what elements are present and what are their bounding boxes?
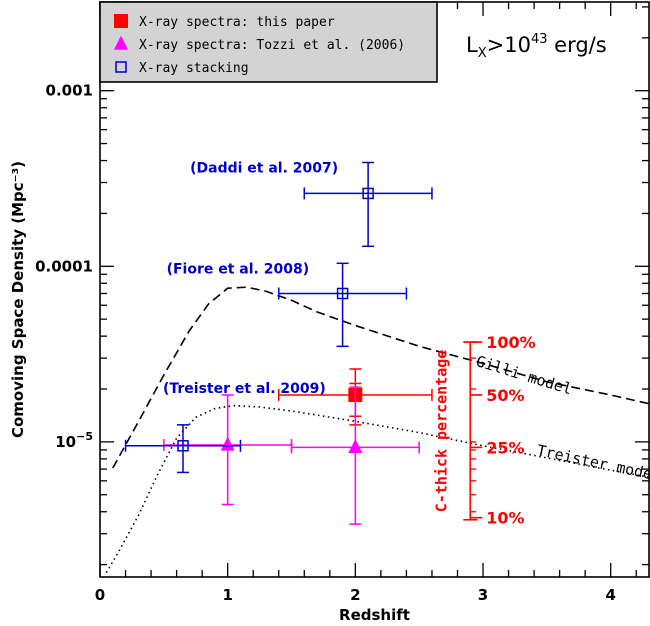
model-curve-gilli	[112, 286, 650, 469]
data-point: (Daddi et al. 2007)	[190, 160, 433, 248]
cthick-tick-label: 100%	[486, 333, 535, 352]
luminosity-rest: erg/s	[547, 33, 606, 57]
axes: 0 1 2 3 4 Redshift 0.001 0.0001 10−5 Comoving Spa…	[9, 1, 650, 624]
point-marker	[336, 287, 349, 300]
x-tick-label: 2	[350, 586, 360, 604]
cthick-tick-label: 25%	[486, 438, 524, 457]
model-curve-treister	[105, 404, 650, 574]
luminosity-label: LX>1043 erg/s	[466, 32, 607, 61]
legend-item-label: X-ray spectra: Tozzi et al. (2006)	[139, 38, 405, 53]
data-point: (Fiore et al. 2008)	[167, 261, 408, 348]
luminosity-sub: X	[478, 46, 487, 61]
legend-marker	[114, 35, 128, 50]
legend: X-ray spectra: this paper X-ray spectra: …	[99, 1, 438, 83]
cthick-tick-label: 50%	[486, 386, 524, 405]
cthick-scale: 100% 50% 25% 10% C-thick percentage	[432, 333, 535, 528]
data-point	[290, 386, 420, 525]
legend-item-label: X-ray stacking	[139, 61, 249, 76]
legend-item-label: X-ray spectra: this paper	[139, 15, 335, 30]
model-label-treister: Treister model	[535, 441, 650, 485]
x-tick-label: 1	[222, 586, 232, 604]
y-tick-exp-power: −5	[76, 430, 93, 443]
data-point: (Treister et al. 2009)	[124, 381, 326, 474]
legend-box	[99, 1, 438, 83]
x-tick-label: 3	[478, 586, 488, 604]
y-tick-exp-base: 10	[55, 433, 76, 451]
data-points: (Daddi et al. 2007) (Fiore et al. 2008) (T…	[124, 160, 433, 525]
cthick-tick-label: 10%	[486, 509, 524, 528]
point-marker	[362, 187, 374, 200]
luminosity-sup: 43	[531, 32, 548, 47]
point-marker	[220, 436, 235, 451]
x-tick-label: 0	[95, 586, 105, 604]
luminosity-gt: >10	[487, 33, 531, 57]
plot-frame	[99, 1, 650, 578]
data-point	[163, 394, 293, 506]
point-annotation: (Daddi et al. 2007)	[190, 160, 338, 176]
y-axis-label: Comoving Space Density (Mpc⁻³)	[9, 161, 27, 438]
point-annotation: (Treister et al. 2009)	[163, 381, 326, 397]
x-axis-label: Redshift	[339, 606, 410, 624]
point-marker	[177, 440, 189, 452]
point-annotation: (Fiore et al. 2008)	[167, 261, 310, 277]
y-tick-label-exp: 10−5	[55, 430, 93, 451]
legend-marker	[115, 61, 127, 73]
y-tick-label: 0.001	[46, 82, 93, 100]
cthick-title: C-thick percentage	[432, 350, 450, 513]
luminosity-base: L	[466, 33, 478, 57]
legend-marker	[114, 14, 128, 28]
point-marker	[348, 439, 363, 454]
x-tick-label: 4	[605, 586, 615, 604]
y-tick-label: 0.0001	[35, 257, 93, 275]
